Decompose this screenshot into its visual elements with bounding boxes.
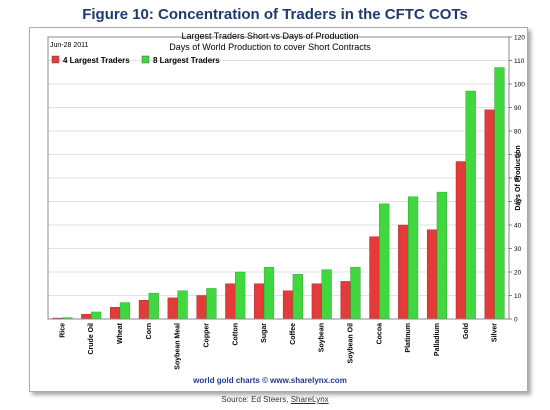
x-tick-label: Cotton (232, 323, 239, 346)
x-tick-label: Coffee (290, 323, 297, 345)
bar-8-largest (465, 90, 476, 320)
y-tick-label: 70 (514, 152, 522, 159)
y-tick-label: 30 (514, 246, 522, 253)
bar-8-largest (494, 67, 505, 320)
chart-subtitle: Days of World Production to cover Short … (169, 42, 371, 52)
bar-8-largest (177, 290, 188, 320)
y-tick-label: 120 (514, 35, 525, 42)
bar-4-largest (167, 297, 178, 320)
x-tick-label: Corn (146, 323, 153, 339)
x-tick-label: Soybean Meal (175, 323, 182, 370)
bar-8-largest (263, 267, 275, 320)
bar-8-largest (235, 271, 246, 320)
y-tick-label: 10 (514, 293, 522, 300)
bar-4-largest (81, 314, 92, 320)
grid-layer (48, 60, 509, 296)
bar-4-largest (426, 229, 438, 320)
legend: 4 Largest Traders 8 Largest Traders (51, 55, 220, 65)
x-tick-label: Rice (59, 323, 66, 338)
x-tick-label: Palladium (434, 323, 441, 356)
x-tick-label: Cocoa (376, 323, 383, 345)
y-tick-label: 0 (514, 317, 518, 324)
x-tick-label: Soybean Oil (348, 323, 355, 364)
bar-8-largest (321, 269, 332, 320)
source-prefix: Source: Ed Steers, (221, 395, 291, 404)
bar-8-largest (350, 267, 361, 320)
bar-8-largest (292, 274, 303, 320)
bar-4-largest (254, 283, 265, 320)
bar-4-largest (110, 307, 121, 320)
y-axis-label: Days Of Production (515, 145, 522, 210)
source-link[interactable]: ShareLynx (290, 395, 329, 404)
legend-swatch-4-largest (51, 55, 60, 64)
bar-4-largest (340, 281, 351, 320)
bar-4-largest (225, 283, 236, 320)
bar-layer (52, 67, 505, 320)
bar-4-largest (311, 283, 322, 320)
bar-8-largest (148, 292, 159, 320)
y-tick-label: 50 (514, 199, 522, 206)
x-tick-label: Gold (463, 323, 470, 339)
y-tick-label: 80 (514, 129, 522, 136)
bar-8-largest (407, 196, 419, 320)
bar-8-largest (379, 203, 390, 320)
x-tick-label: Sugar (261, 323, 268, 343)
bar-4-largest (282, 290, 294, 320)
axis-layer: 0 10 20 30 40 50 60 70 80 90 100 110 120 Rice Crude Oi… (59, 35, 525, 370)
x-tick-label: Silver (492, 323, 499, 342)
chart-frame: 0 10 20 30 40 50 60 70 80 90 100 110 120 Rice Crude Oi… (29, 27, 528, 392)
bar-4-largest (455, 161, 466, 320)
x-tick-label: Soybean (319, 323, 326, 352)
bar-8-largest (436, 191, 447, 320)
legend-swatch-8-largest (141, 55, 150, 64)
bar-4-largest (484, 109, 495, 320)
y-tick-label: 60 (514, 176, 522, 183)
x-tick-label: Platinum (405, 323, 412, 353)
y-tick-label: 40 (514, 223, 522, 230)
legend-label-4-largest: 4 Largest Traders (63, 56, 130, 65)
y-tick-label: 100 (514, 82, 525, 89)
bar-4-largest (196, 295, 207, 320)
y-tick-label: 20 (514, 270, 522, 277)
x-tick-label: Copper (203, 323, 210, 348)
figure-title: Figure 10: Concentration of Traders in t… (82, 6, 468, 23)
bar-8-largest (91, 311, 102, 320)
bar-4-largest (369, 236, 380, 320)
x-tick-label: Wheat (117, 322, 124, 344)
bar-4-largest (398, 224, 409, 320)
x-tick-label: Crude Oil (88, 323, 95, 355)
y-tick-label: 110 (514, 58, 525, 65)
bar-8-largest (206, 288, 217, 320)
legend-label-8-largest: 8 Largest Traders (153, 56, 220, 65)
bar-4-largest (138, 300, 150, 320)
y-tick-label: 90 (514, 105, 522, 112)
chart-footer: world gold charts © www.sharelynx.com (192, 376, 347, 385)
date-label: Jun-28 2011 (50, 42, 89, 49)
chart-svg: 0 10 20 30 40 50 60 70 80 90 100 110 120 Rice Crude Oi… (47, 31, 525, 385)
bar-8-largest (119, 302, 131, 320)
source-line: Source: Ed Steers, ShareLynx (0, 395, 550, 404)
chart-title: Largest Traders Short vs Days of Product… (181, 31, 358, 41)
